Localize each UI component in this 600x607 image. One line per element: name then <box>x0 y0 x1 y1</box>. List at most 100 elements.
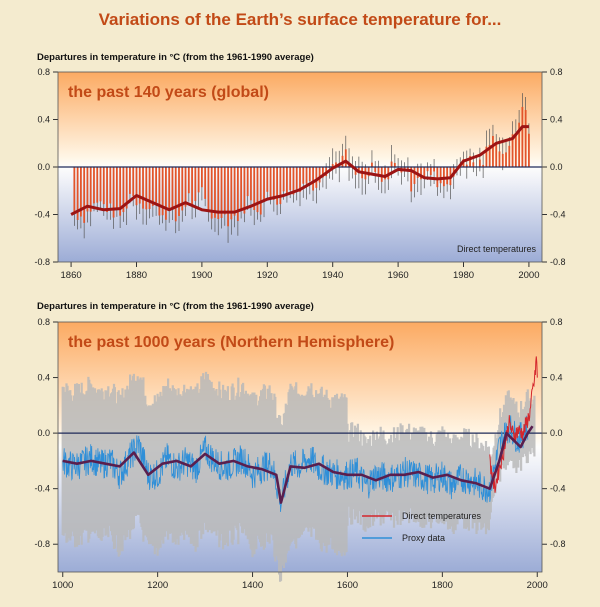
temperature-bar <box>367 167 370 177</box>
panel1-ylabel: Departures in temperature in °C (from th… <box>37 52 314 63</box>
temperature-bar <box>423 167 426 178</box>
temperature-bar <box>439 167 442 184</box>
temperature-bar <box>295 167 298 190</box>
ytick-label-left: -0.4 <box>34 484 50 494</box>
temperature-bar <box>393 162 396 167</box>
xtick-label: 1600 <box>337 580 358 591</box>
temperature-bar <box>99 167 102 202</box>
temperature-bar <box>142 167 144 209</box>
ytick-label-left: 0.4 <box>37 373 50 383</box>
temperature-bar <box>501 153 504 167</box>
page-title: Variations of the Earth’s surface temper… <box>98 10 502 29</box>
temperature-bar <box>410 167 413 192</box>
temperature-bar <box>102 167 105 205</box>
ytick-label-left: -0.8 <box>34 539 50 549</box>
temperature-bar <box>227 167 229 227</box>
temperature-bar <box>240 167 243 209</box>
temperature-bar <box>321 167 324 178</box>
temperature-bar <box>465 164 468 167</box>
temperature-bar <box>511 134 514 167</box>
temperature-bar <box>413 167 416 184</box>
temperature-bar <box>315 167 318 188</box>
ytick-label-left: 0.0 <box>37 162 50 172</box>
temperature-bar <box>384 167 386 180</box>
temperature-bar <box>420 167 422 180</box>
direct-line <box>489 356 538 493</box>
temperature-bar <box>318 167 321 183</box>
temperature-bar <box>442 167 445 187</box>
temperature-bar <box>125 167 128 209</box>
ytick-label-left: 0.0 <box>37 428 50 438</box>
panel-2: -0.8 -0.8 -0.4 -0.4 0.0 0.0 0.4 0.4 0.8 0.8 1000 12… <box>34 317 565 591</box>
temperature-bar <box>96 167 99 203</box>
temperature-bar <box>161 167 164 216</box>
temperature-bar <box>514 133 517 167</box>
xtick-label: 1940 <box>322 270 343 281</box>
temperature-bar <box>390 161 393 167</box>
ytick-label-right: 0.0 <box>550 428 563 438</box>
xtick-label: 2000 <box>527 580 548 591</box>
temperature-bar <box>197 167 200 193</box>
temperature-bar <box>184 167 187 207</box>
temperature-bar <box>426 167 429 172</box>
plot-border <box>57 321 543 573</box>
xtick-label: 1200 <box>147 580 168 591</box>
temperature-bar <box>492 135 494 167</box>
temperature-bar <box>73 167 76 214</box>
smoothed-line <box>62 425 534 504</box>
temperature-bar <box>498 151 501 167</box>
temperature-bar <box>174 167 177 222</box>
temperature-bar <box>348 164 350 167</box>
temperature-bar <box>478 159 481 167</box>
temperature-bar <box>472 162 475 167</box>
ytick-label-right: 0.0 <box>550 162 563 172</box>
ytick-label-right: 0.8 <box>550 67 563 77</box>
temperature-bar <box>214 167 216 218</box>
temperature-bar <box>279 167 282 205</box>
proxy-line <box>62 415 529 512</box>
temperature-bar <box>230 167 233 220</box>
temperature-bar <box>79 167 82 217</box>
temperature-bar <box>236 167 239 222</box>
temperature-bar <box>482 164 485 167</box>
note-label: Direct temperatures <box>457 244 537 254</box>
ytick-label-left: -0.4 <box>34 210 50 220</box>
panel2-ylabel: Departures in temperature in °C (from th… <box>37 301 314 312</box>
ytick-label-right: 0.4 <box>550 373 563 383</box>
ytick-label-left: 0.8 <box>37 317 50 327</box>
temperature-bar <box>286 167 288 196</box>
temperature-bar <box>243 167 246 214</box>
temperature-bar <box>145 167 148 210</box>
temperature-bar <box>178 167 180 216</box>
temperature-bar <box>187 167 190 194</box>
temperature-bar <box>485 146 488 167</box>
temperature-bar <box>132 167 135 197</box>
temperature-bar <box>344 149 347 167</box>
temperature-bar <box>86 167 89 212</box>
temperature-bar <box>263 167 265 203</box>
temperature-bar <box>207 167 210 212</box>
temperature-bar <box>524 109 527 167</box>
temperature-bar <box>403 167 406 170</box>
xtick-label: 1000 <box>52 580 73 591</box>
temperature-bar <box>171 167 174 210</box>
xtick-label: 1800 <box>432 580 453 591</box>
temperature-bar <box>508 145 511 167</box>
temperature-bar <box>109 167 112 204</box>
temperature-bar <box>76 167 79 220</box>
xtick-label: 1920 <box>257 270 278 281</box>
xtick-label: 1980 <box>453 270 474 281</box>
ytick-label-left: -0.8 <box>34 257 50 267</box>
panel-label: the past 1000 years (Northern Hemisphere… <box>68 334 394 351</box>
temperature-bar <box>276 167 279 205</box>
temperature-bar <box>377 167 380 176</box>
temperature-bar <box>305 167 308 184</box>
temperature-bar <box>151 167 154 206</box>
temperature-bar <box>433 167 435 172</box>
temperature-bar <box>148 167 151 209</box>
temperature-bar <box>138 167 141 204</box>
temperature-bar <box>374 167 377 172</box>
temperature-bar <box>129 167 131 194</box>
temperature-bar <box>233 167 236 216</box>
temperature-bar <box>200 167 203 188</box>
